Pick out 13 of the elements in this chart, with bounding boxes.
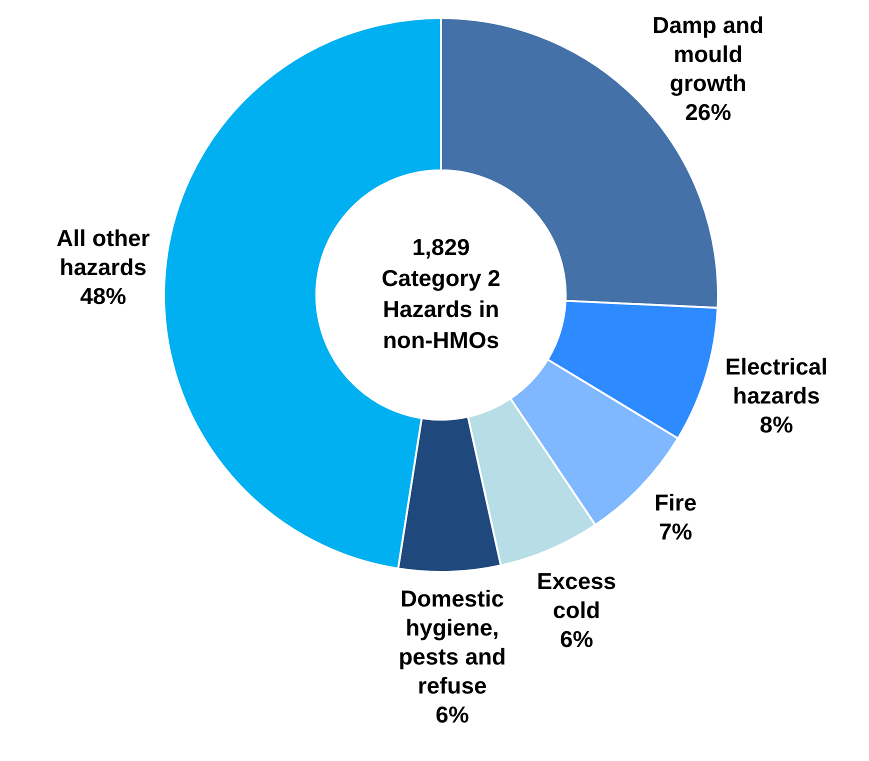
data-label: 8% xyxy=(760,411,794,438)
data-label: 48% xyxy=(80,283,126,310)
data-label: 7% xyxy=(658,518,692,545)
slice-label: Electrical hazards xyxy=(725,353,828,408)
slice-label: Fire xyxy=(654,490,697,516)
data-label: 6% xyxy=(436,701,469,728)
data-label: 26% xyxy=(685,98,732,125)
text: 1,829 Category 2 Hazards in non-HMOs xyxy=(382,234,500,353)
data-label: 6% xyxy=(560,626,594,652)
slice-label: Domestic hygiene, pests and refuse xyxy=(398,585,506,698)
slice-label: Damp and mould growth xyxy=(652,12,764,96)
slice-label: All other hazards xyxy=(56,225,150,280)
slice-label: Excess cold xyxy=(536,568,616,624)
